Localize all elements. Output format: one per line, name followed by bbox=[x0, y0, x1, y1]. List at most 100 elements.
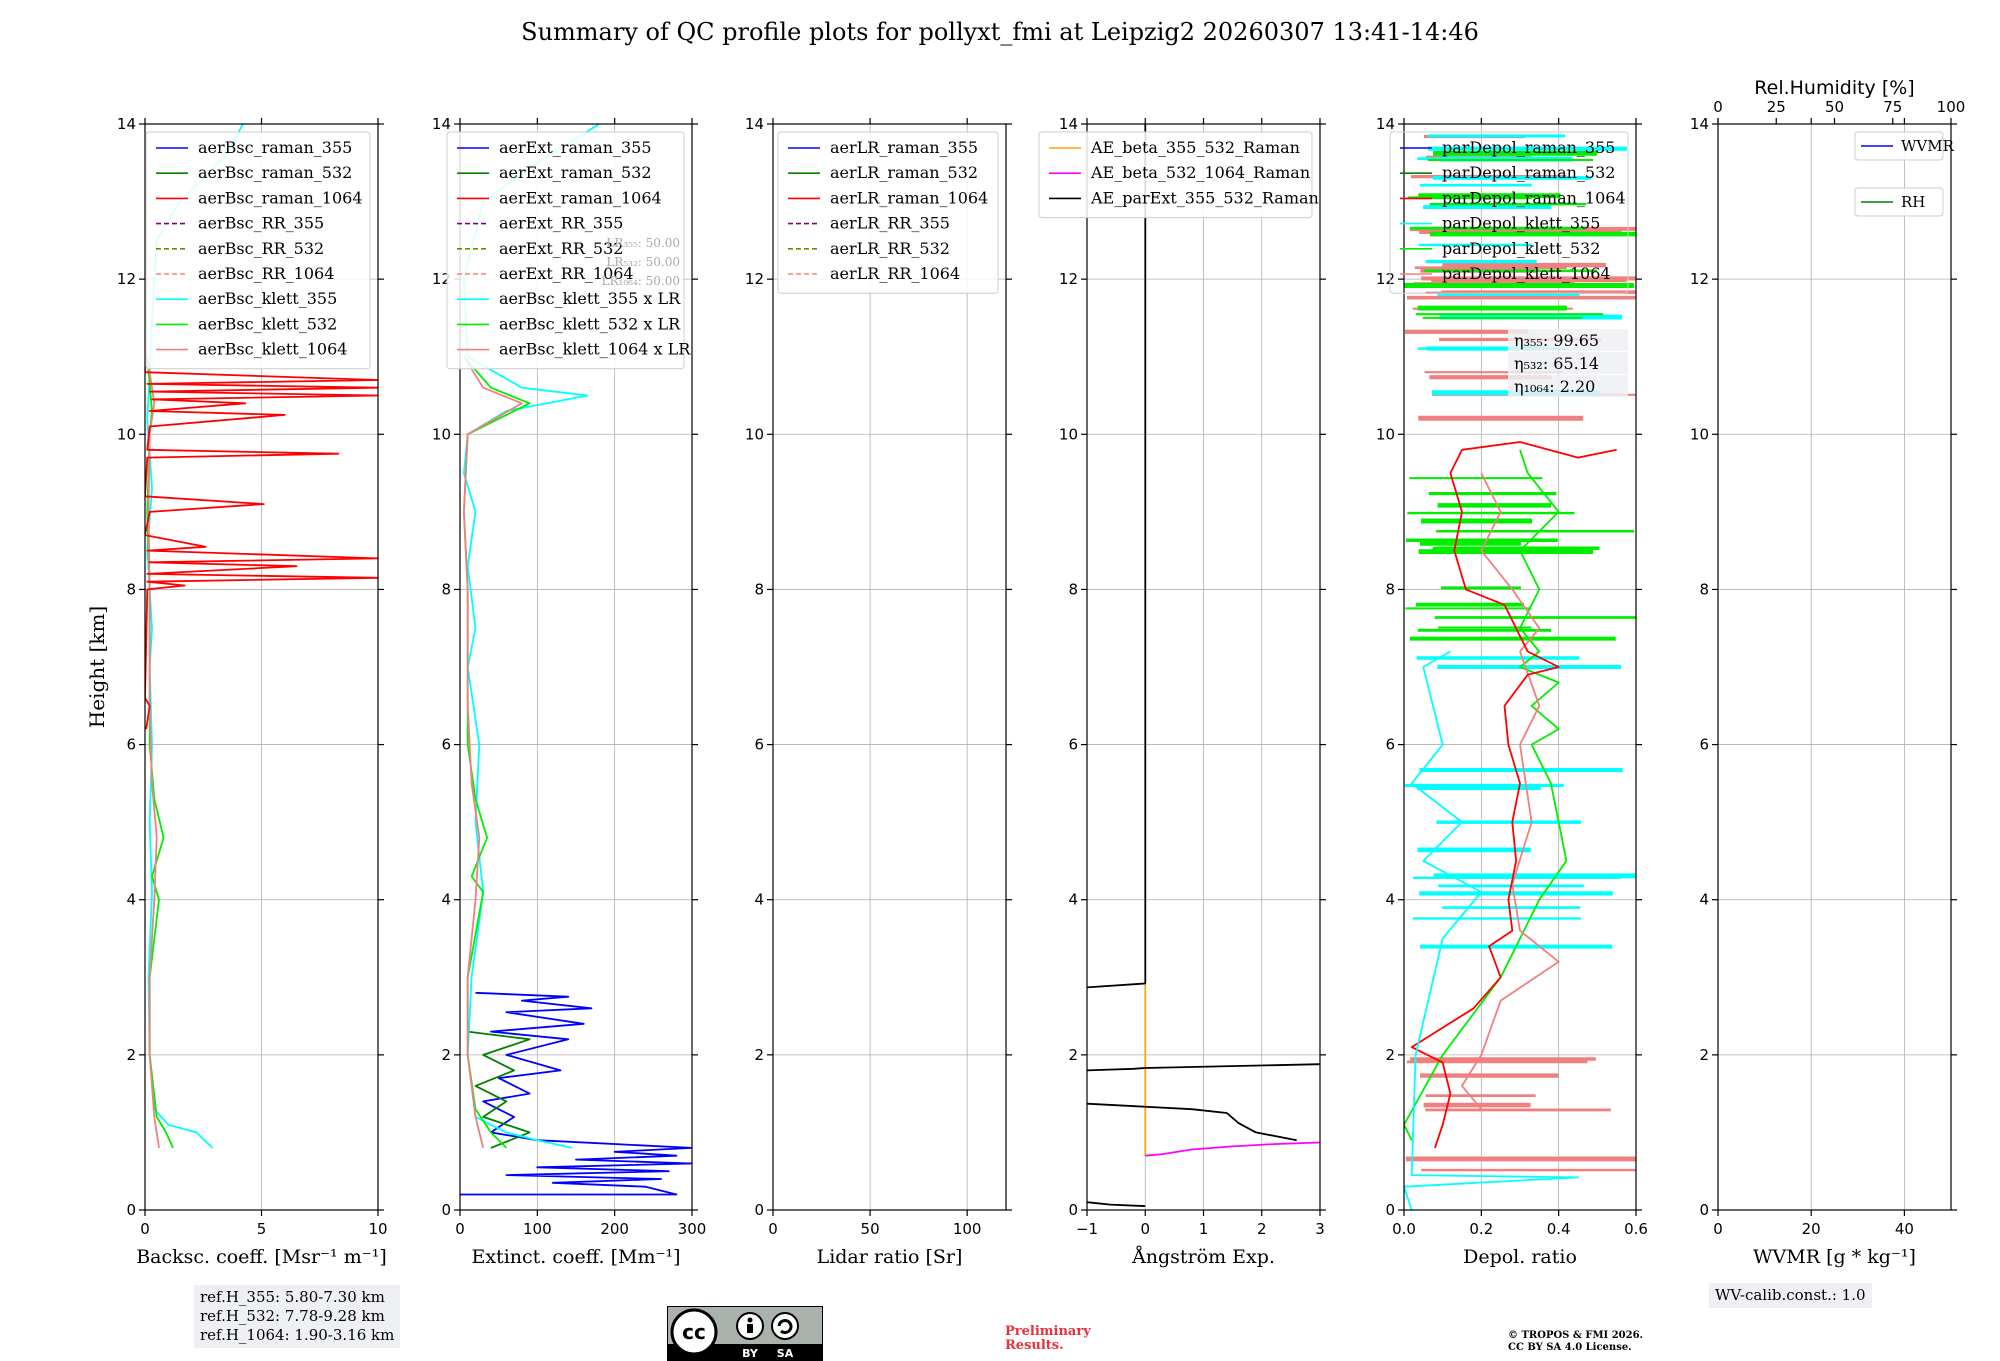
y-tick-label: 12 bbox=[1690, 270, 1709, 288]
y-tick-label: 2 bbox=[126, 1046, 136, 1064]
y-tick-label: 4 bbox=[754, 891, 764, 909]
y-tick-label: 0 bbox=[126, 1201, 136, 1219]
legend-label: AE_parExt_355_532_Raman bbox=[1090, 188, 1319, 207]
legend-label: parDepol_klett_355 bbox=[1442, 214, 1600, 233]
y-tick-label: 8 bbox=[754, 580, 764, 598]
y-tick-label: 4 bbox=[1385, 891, 1395, 909]
legend-label: AE_beta_532_1064_Raman bbox=[1090, 163, 1310, 182]
x-tick-label: 100 bbox=[953, 1220, 982, 1238]
legend-label: aerBsc_klett_355 bbox=[198, 289, 337, 308]
series-line-aerBsc_klett_1064 bbox=[146, 356, 160, 1149]
x-tick-label: 0 bbox=[455, 1220, 465, 1238]
legend: aerLR_raman_355 aerLR_raman_532 aerLR_rama… bbox=[777, 131, 999, 294]
cc-license-badge: cc BY SA bbox=[667, 1306, 823, 1361]
y-tick-label: 6 bbox=[1068, 736, 1078, 754]
series-line-AE_beta_532_1064_Raman bbox=[1145, 1141, 1320, 1157]
x-tick-label: 0.6 bbox=[1624, 1220, 1648, 1238]
y-tick-label: 2 bbox=[441, 1046, 451, 1064]
x-tick-label: 0.2 bbox=[1469, 1220, 1493, 1238]
legend-label: aerBsc_klett_1064 x LR bbox=[499, 340, 691, 359]
legend-label: parDepol_raman_355 bbox=[1442, 138, 1615, 157]
ref-height-355: ref.H_355: 5.80-7.30 km bbox=[200, 1288, 385, 1306]
y-tick-label: 2 bbox=[1385, 1046, 1395, 1064]
legend-label: parDepol_klett_532 bbox=[1442, 239, 1600, 258]
y-tick-label: 10 bbox=[745, 425, 764, 443]
data-layer bbox=[1404, 134, 1636, 1210]
legend-label: aerExt_raman_355 bbox=[499, 138, 652, 157]
x2-tick-label: 100 bbox=[1937, 98, 1966, 116]
y-tick-label: 4 bbox=[441, 891, 451, 909]
legend-label: parDepol_raman_1064 bbox=[1442, 188, 1626, 207]
x-tick-label: −1 bbox=[1076, 1220, 1098, 1238]
x-tick-label: 50 bbox=[861, 1220, 880, 1238]
series-line-AE_parExt_355_532_Raman bbox=[1087, 1201, 1146, 1207]
y-tick-label: 6 bbox=[1385, 736, 1395, 754]
plot-frame bbox=[459, 123, 693, 1211]
x-tick-label: 20 bbox=[1802, 1220, 1821, 1238]
y-tick-label: 6 bbox=[126, 736, 136, 754]
y-tick-label: 10 bbox=[1376, 425, 1395, 443]
legend-label: aerLR_RR_355 bbox=[830, 214, 950, 233]
x-tick-label: 0 bbox=[768, 1220, 778, 1238]
legend-label: aerLR_raman_1064 bbox=[830, 188, 988, 207]
y-tick-label: 10 bbox=[117, 425, 136, 443]
x-tick-label: 10 bbox=[368, 1220, 387, 1238]
y-tick-label: 2 bbox=[1068, 1046, 1078, 1064]
x-tick-label: 0.0 bbox=[1392, 1220, 1416, 1238]
chart-lidar-ratio: 0 50 100 0 2 4 6 8 10 12 14 Lidar ratio [Sr] aerLR_r… bbox=[745, 115, 1012, 1268]
prelim-line-2: Results. bbox=[1005, 1338, 1064, 1353]
x2-axis-label: Rel.Humidity [%] bbox=[1754, 77, 1914, 99]
legend: parDepol_raman_355 parDepol_raman_532 parD… bbox=[1389, 131, 1629, 294]
x-tick-label: 0 bbox=[1713, 1220, 1723, 1238]
x-tick-label: 200 bbox=[600, 1220, 629, 1238]
legend-label: aerBsc_raman_532 bbox=[198, 163, 352, 182]
y-tick-label: 8 bbox=[1385, 580, 1395, 598]
series-line-parDepol_klett_1064 bbox=[1461, 472, 1560, 1110]
series-line-parDepol_klett_532 bbox=[1404, 449, 1568, 1141]
legend-frame bbox=[1038, 131, 1313, 219]
y-tick-label: 2 bbox=[754, 1046, 764, 1064]
legend-label: aerBsc_klett_532 x LR bbox=[499, 314, 681, 333]
y-tick-label: 6 bbox=[754, 736, 764, 754]
plot-frame bbox=[1403, 123, 1637, 1211]
x2-tick-label: 0 bbox=[1713, 98, 1723, 116]
y-axis-label: Height [km] bbox=[85, 606, 109, 728]
series-line-AE_parExt_355_532_Raman bbox=[1087, 1063, 1320, 1072]
y-tick-label: 2 bbox=[1699, 1046, 1709, 1064]
eta-value: η₃₅₅: 99.65 bbox=[1514, 331, 1599, 350]
y-tick-label: 14 bbox=[1376, 115, 1395, 133]
series-line-parDepol_raman_1064 bbox=[1410, 441, 1617, 1149]
legend-label: aerBsc_RR_1064 bbox=[198, 264, 334, 283]
lr-annotation: LR₃₅₅: 50.00 bbox=[606, 236, 680, 250]
plot-frame bbox=[772, 123, 1007, 1211]
eta-box-bg bbox=[1508, 329, 1628, 351]
y-tick-label: 8 bbox=[1068, 580, 1078, 598]
x-axis-label: Depol. ratio bbox=[1463, 1246, 1577, 1268]
y-tick-label: 8 bbox=[441, 580, 451, 598]
lr-annotation: LR₅₃₂: 50.00 bbox=[606, 255, 680, 269]
legend-frame bbox=[1389, 131, 1629, 294]
y-tick-label: 14 bbox=[1059, 115, 1078, 133]
x-tick-label: 0 bbox=[140, 1220, 150, 1238]
legend-label: aerExt_raman_1064 bbox=[499, 188, 662, 207]
cc-sa-label: SA bbox=[777, 1347, 794, 1360]
x-axis-label: Extinct. coeff. [Mm⁻¹] bbox=[471, 1246, 680, 1268]
y-tick-label: 12 bbox=[745, 270, 764, 288]
legend-label: RH bbox=[1901, 193, 1925, 211]
legend-label: aerExt_raman_532 bbox=[499, 163, 652, 182]
series-line-aerBsc_raman_1064 bbox=[145, 356, 378, 730]
x-axis-label: Ångström Exp. bbox=[1131, 1246, 1275, 1268]
y-tick-label: 8 bbox=[126, 580, 136, 598]
legend-frame bbox=[145, 131, 371, 370]
legend: AE_beta_355_532_Raman AE_beta_532_1064_Ra… bbox=[1038, 131, 1319, 219]
copyright-note: © TROPOS & FMI 2026. CC BY SA 4.0 Licens… bbox=[1508, 1330, 1643, 1354]
legend-label: aerBsc_raman_355 bbox=[198, 138, 352, 157]
legend-label: aerBsc_raman_1064 bbox=[198, 188, 363, 207]
data-layer bbox=[1087, 124, 1320, 1207]
x-tick-label: 1 bbox=[1199, 1220, 1209, 1238]
eta-box-bg bbox=[1508, 352, 1628, 374]
y-tick-label: 10 bbox=[1059, 425, 1078, 443]
